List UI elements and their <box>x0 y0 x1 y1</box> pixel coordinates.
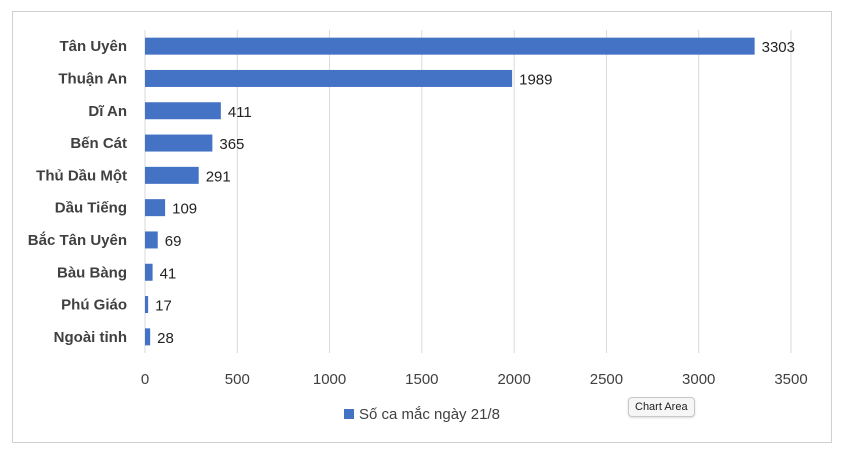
category-label: Bàu Bàng <box>57 264 127 281</box>
bar[interactable] <box>145 37 755 55</box>
data-label: 109 <box>172 201 197 218</box>
data-label: 41 <box>160 265 177 282</box>
legend-swatch <box>344 409 354 419</box>
category-label: Bến Cát <box>70 135 127 152</box>
category-label: Phú Giáo <box>61 297 127 314</box>
x-tick-label: 1500 <box>405 371 438 388</box>
bar[interactable] <box>145 328 151 346</box>
bar[interactable] <box>145 296 149 314</box>
bar[interactable] <box>145 231 158 249</box>
data-label: 291 <box>206 168 231 185</box>
data-label: 3303 <box>762 39 795 56</box>
data-label: 1989 <box>519 71 552 88</box>
category-label: Thuận An <box>58 70 127 87</box>
bar[interactable] <box>145 69 513 87</box>
chart-area-tooltip: Chart Area <box>628 397 695 417</box>
data-label: 28 <box>157 330 174 347</box>
x-tick-label: 3000 <box>682 371 715 388</box>
data-label: 17 <box>155 298 172 315</box>
data-label: 69 <box>165 233 182 250</box>
category-label: Ngoài tỉnh <box>54 329 127 346</box>
bar[interactable] <box>145 199 166 217</box>
bar[interactable] <box>145 102 221 120</box>
bar[interactable] <box>145 166 199 184</box>
x-tick-label: 500 <box>225 371 250 388</box>
data-label: 411 <box>228 104 252 121</box>
bar[interactable] <box>145 134 213 152</box>
x-tick-label: 0 <box>141 371 149 388</box>
x-tick-label: 3500 <box>774 371 807 388</box>
category-label: Bắc Tân Uyên <box>28 231 127 249</box>
category-label: Dầu Tiếng <box>55 200 127 217</box>
category-label: Thủ Dầu Một <box>36 167 127 184</box>
data-label: 365 <box>219 136 244 153</box>
x-tick-label: 2500 <box>590 371 623 388</box>
category-label: Dĩ An <box>88 103 127 120</box>
category-label: Tân Uyên <box>59 38 127 55</box>
legend-label: Số ca mắc ngày 21/8 <box>359 406 500 423</box>
x-tick-label: 2000 <box>497 371 530 388</box>
bar[interactable] <box>145 263 153 281</box>
x-tick-label: 1000 <box>313 371 346 388</box>
